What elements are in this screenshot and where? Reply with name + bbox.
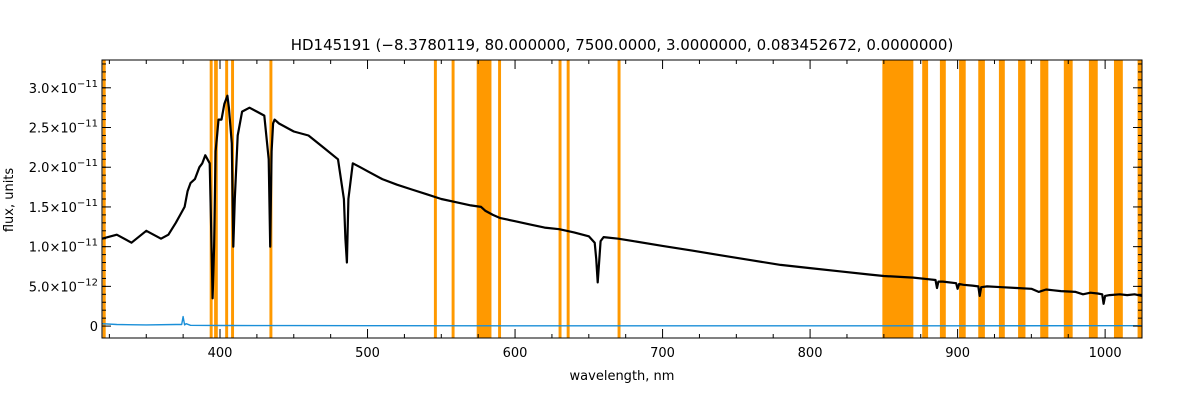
masked-region-16 [959, 60, 966, 338]
y-tick-label-6: 3.0×10−11 [29, 79, 98, 97]
masked-region-23 [1113, 60, 1123, 338]
masked-region-10 [558, 60, 562, 338]
y-tick-label-3: 1.5×10−11 [29, 198, 98, 216]
x-axis-title: wavelength, nm [570, 369, 675, 384]
series-layer [101, 94, 1143, 327]
masked-region-20 [1040, 60, 1049, 338]
x-tick-label-1000: 1000 [1089, 346, 1122, 361]
flux-spectrum-line [101, 94, 1143, 305]
masked-region-8 [476, 60, 492, 338]
y-axis: 0 5.0×10−12 1.0×10−11 1.5×10−11 2.0×10−11 2.5… [29, 63, 1142, 335]
masked-region-12 [617, 60, 621, 338]
x-tick-label-700: 700 [650, 346, 675, 361]
masked-region-22 [1088, 60, 1098, 338]
masked-region-7 [451, 60, 455, 338]
x-tick-label-400: 400 [208, 346, 233, 361]
x-tick-label-600: 600 [503, 346, 528, 361]
y-tick-label-0: 0 [90, 320, 98, 335]
x-tick-label-800: 800 [798, 346, 823, 361]
masked-region-17 [978, 60, 985, 338]
y-tick-label-4: 2.0×10−11 [29, 158, 98, 176]
masked-region-3 [225, 60, 229, 338]
masked-region-18 [998, 60, 1005, 338]
masked-regions [102, 60, 1142, 338]
chart-title: HD145191 (−8.3780119, 80.000000, 7500.00… [291, 36, 954, 54]
masked-region-15 [939, 60, 946, 338]
y-axis-title: flux, units [2, 168, 17, 233]
masked-region-9 [498, 60, 502, 338]
masked-region-11 [566, 60, 570, 338]
y-tick-label-2: 1.0×10−11 [29, 238, 98, 256]
masked-region-2 [214, 60, 218, 338]
masked-region-19 [1018, 60, 1026, 338]
masked-region-6 [433, 60, 437, 338]
y-tick-label-5: 2.5×10−11 [29, 119, 98, 137]
flux-error-line [101, 315, 1142, 327]
plot-frame [101, 59, 1143, 339]
masked-region-14 [922, 60, 929, 338]
y-tick-label-1: 5.0×10−12 [29, 277, 98, 295]
x-axis: 400 500 600 700 800 900 1000 [108, 60, 1143, 361]
x-tick-label-500: 500 [355, 346, 380, 361]
x-tick-label-900: 900 [945, 346, 970, 361]
masked-region-13 [882, 60, 914, 338]
masked-region-21 [1063, 60, 1073, 338]
